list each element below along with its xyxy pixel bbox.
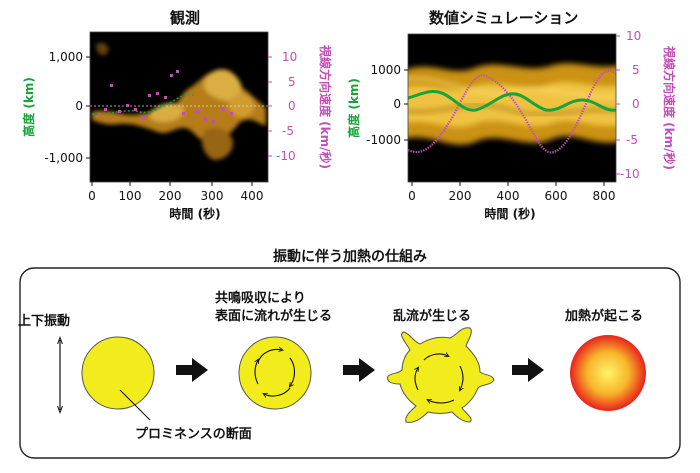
step-arrow-icon <box>512 358 544 382</box>
prominence-turbulent <box>387 327 495 423</box>
mechanism-frame <box>19 267 681 459</box>
observation-right-tick: 5 <box>288 75 296 89</box>
simulation-right-tick: 0 <box>632 97 640 111</box>
observation-x-tick: 100 <box>119 189 142 203</box>
simulation-left-tick: 0 <box>393 97 401 111</box>
simulation-height-curve <box>408 90 616 112</box>
observation-right-axis: 10 5 0 -5 -10 <box>268 50 297 163</box>
prominence-heated <box>570 335 646 411</box>
step-label-heating: 加熱が起こる <box>564 308 643 324</box>
prominence-cross-section <box>81 336 155 410</box>
simulation-left-axis: 1000 0 -1000 <box>366 63 408 147</box>
cross-section-label: プロミネンスの断面 <box>135 426 252 442</box>
step-label-oscillation: 上下振動 <box>18 313 70 329</box>
observation-x-axis: 0 100 200 300 400 <box>88 182 263 203</box>
simulation-right-tick: 10 <box>626 29 641 43</box>
step-arrow-icon <box>176 358 208 382</box>
simulation-right-axis: 10 5 0 -5 -10 <box>616 29 641 181</box>
simulation-x-tick: 200 <box>449 189 472 203</box>
step-label-turbulence: 乱流が生じる <box>393 308 471 324</box>
observation-left-axis: 1,000 0 -1,000 <box>44 50 90 165</box>
observation-chart: 1,000 0 -1,000 高度 (km) 10 5 0 -5 -10 視線方… <box>21 31 333 221</box>
simulation-emission <box>408 63 616 145</box>
observation-ylabel-right: 視線方向速度 (km/秒) <box>318 44 333 169</box>
simulation-x-tick: 0 <box>408 189 416 203</box>
simulation-velocity-curve <box>408 69 616 154</box>
observation-ylabel-left: 高度 (km) <box>21 77 36 137</box>
turbulence-arrows-icon <box>415 354 463 403</box>
simulation-left-tick: 1000 <box>370 63 401 77</box>
observation-emission <box>92 42 266 160</box>
observation-x-tick: 200 <box>159 189 182 203</box>
observation-x-tick: 300 <box>201 189 224 203</box>
simulation-chart: 1000 0 -1000 高度 (km) 10 5 0 -5 -10 視線方向速… <box>346 29 677 221</box>
observation-right-tick: 10 <box>282 50 297 64</box>
observation-left-tick: -1,000 <box>44 151 83 165</box>
step-label-resonance: 共鳴吸収により <box>215 290 306 306</box>
simulation-x-tick: 800 <box>593 189 616 203</box>
simulation-ylabel-right: 視線方向速度 (km/秒) <box>662 45 677 170</box>
simulation-x-tick: 400 <box>497 189 520 203</box>
observation-x-tick: 0 <box>88 189 96 203</box>
simulation-right-tick: 5 <box>632 63 640 77</box>
prominence-surface-flow <box>238 336 312 410</box>
observation-x-tick: 400 <box>241 189 264 203</box>
surface-flow-arrows-icon <box>255 350 296 397</box>
step-arrow-icon <box>343 358 375 382</box>
observation-height-curve <box>91 94 197 115</box>
cross-section-pointer <box>119 389 151 421</box>
observation-xlabel: 時間 (秒) <box>169 206 220 221</box>
observation-velocity-points <box>98 70 233 123</box>
simulation-right-tick: -10 <box>620 167 640 181</box>
observation-left-tick: 1,000 <box>49 50 83 64</box>
simulation-ylabel-left: 高度 (km) <box>346 78 361 138</box>
observation-title: 観測 <box>170 9 201 27</box>
observation-right-tick: -10 <box>276 149 296 163</box>
simulation-title: 数値シミュレーション <box>429 9 579 27</box>
mechanism-title: 振動に伴う加熱の仕組み <box>273 249 427 265</box>
simulation-right-tick: -5 <box>626 133 638 147</box>
step-label-surface-flow: 表面に流れが生じる <box>214 308 332 324</box>
simulation-xlabel: 時間 (秒) <box>484 206 535 221</box>
observation-right-tick: 0 <box>288 99 296 113</box>
observation-left-tick: 0 <box>75 99 83 113</box>
simulation-left-tick: -1000 <box>366 133 401 147</box>
simulation-x-axis: 0 200 400 600 800 <box>408 182 615 203</box>
simulation-x-tick: 600 <box>545 189 568 203</box>
mechanism-diagram: 上下振動 プロミネンスの断面 共鳴吸収により 表面に流れが生じる 乱流が生じる … <box>18 267 681 459</box>
observation-right-tick: -5 <box>282 124 294 138</box>
